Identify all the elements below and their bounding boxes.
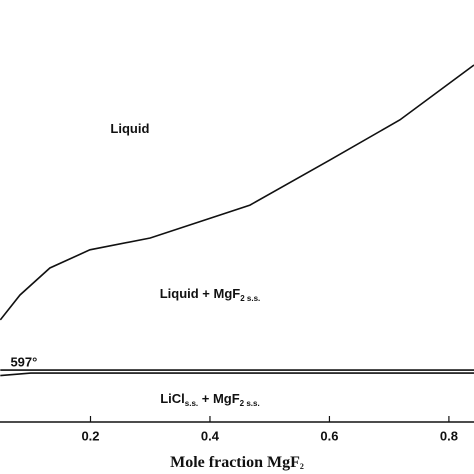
text-part: 597°: [10, 355, 37, 370]
text-part: Mole fraction MgF: [170, 454, 300, 471]
x-axis-title: Mole fraction MgF2: [170, 454, 304, 471]
annotation: 597°: [10, 355, 37, 370]
x-tick-label: 0.2: [81, 428, 99, 443]
x-tick-label: 0.8: [440, 428, 458, 443]
text-part: LiCl: [160, 391, 185, 406]
text-part: 2 s.s.: [240, 294, 260, 303]
text-part: 2 s.s.: [240, 399, 260, 408]
text-part: Liquid: [110, 121, 149, 136]
text-part: s.s.: [185, 399, 198, 408]
x-tick-label: 0.6: [320, 428, 338, 443]
text-part: Liquid + MgF: [160, 286, 241, 301]
annotation: Liquid: [110, 121, 149, 136]
x-tick-label: 0.4: [201, 428, 220, 443]
phase-boundary: [0, 64, 474, 321]
annotation: Liquid + MgF2 s.s.: [160, 286, 261, 303]
text-part: + MgF: [198, 391, 240, 406]
phase-boundary: [0, 372, 474, 377]
annotation: LiCls.s. + MgF2 s.s.: [160, 391, 259, 408]
text-part: 2: [300, 462, 304, 471]
